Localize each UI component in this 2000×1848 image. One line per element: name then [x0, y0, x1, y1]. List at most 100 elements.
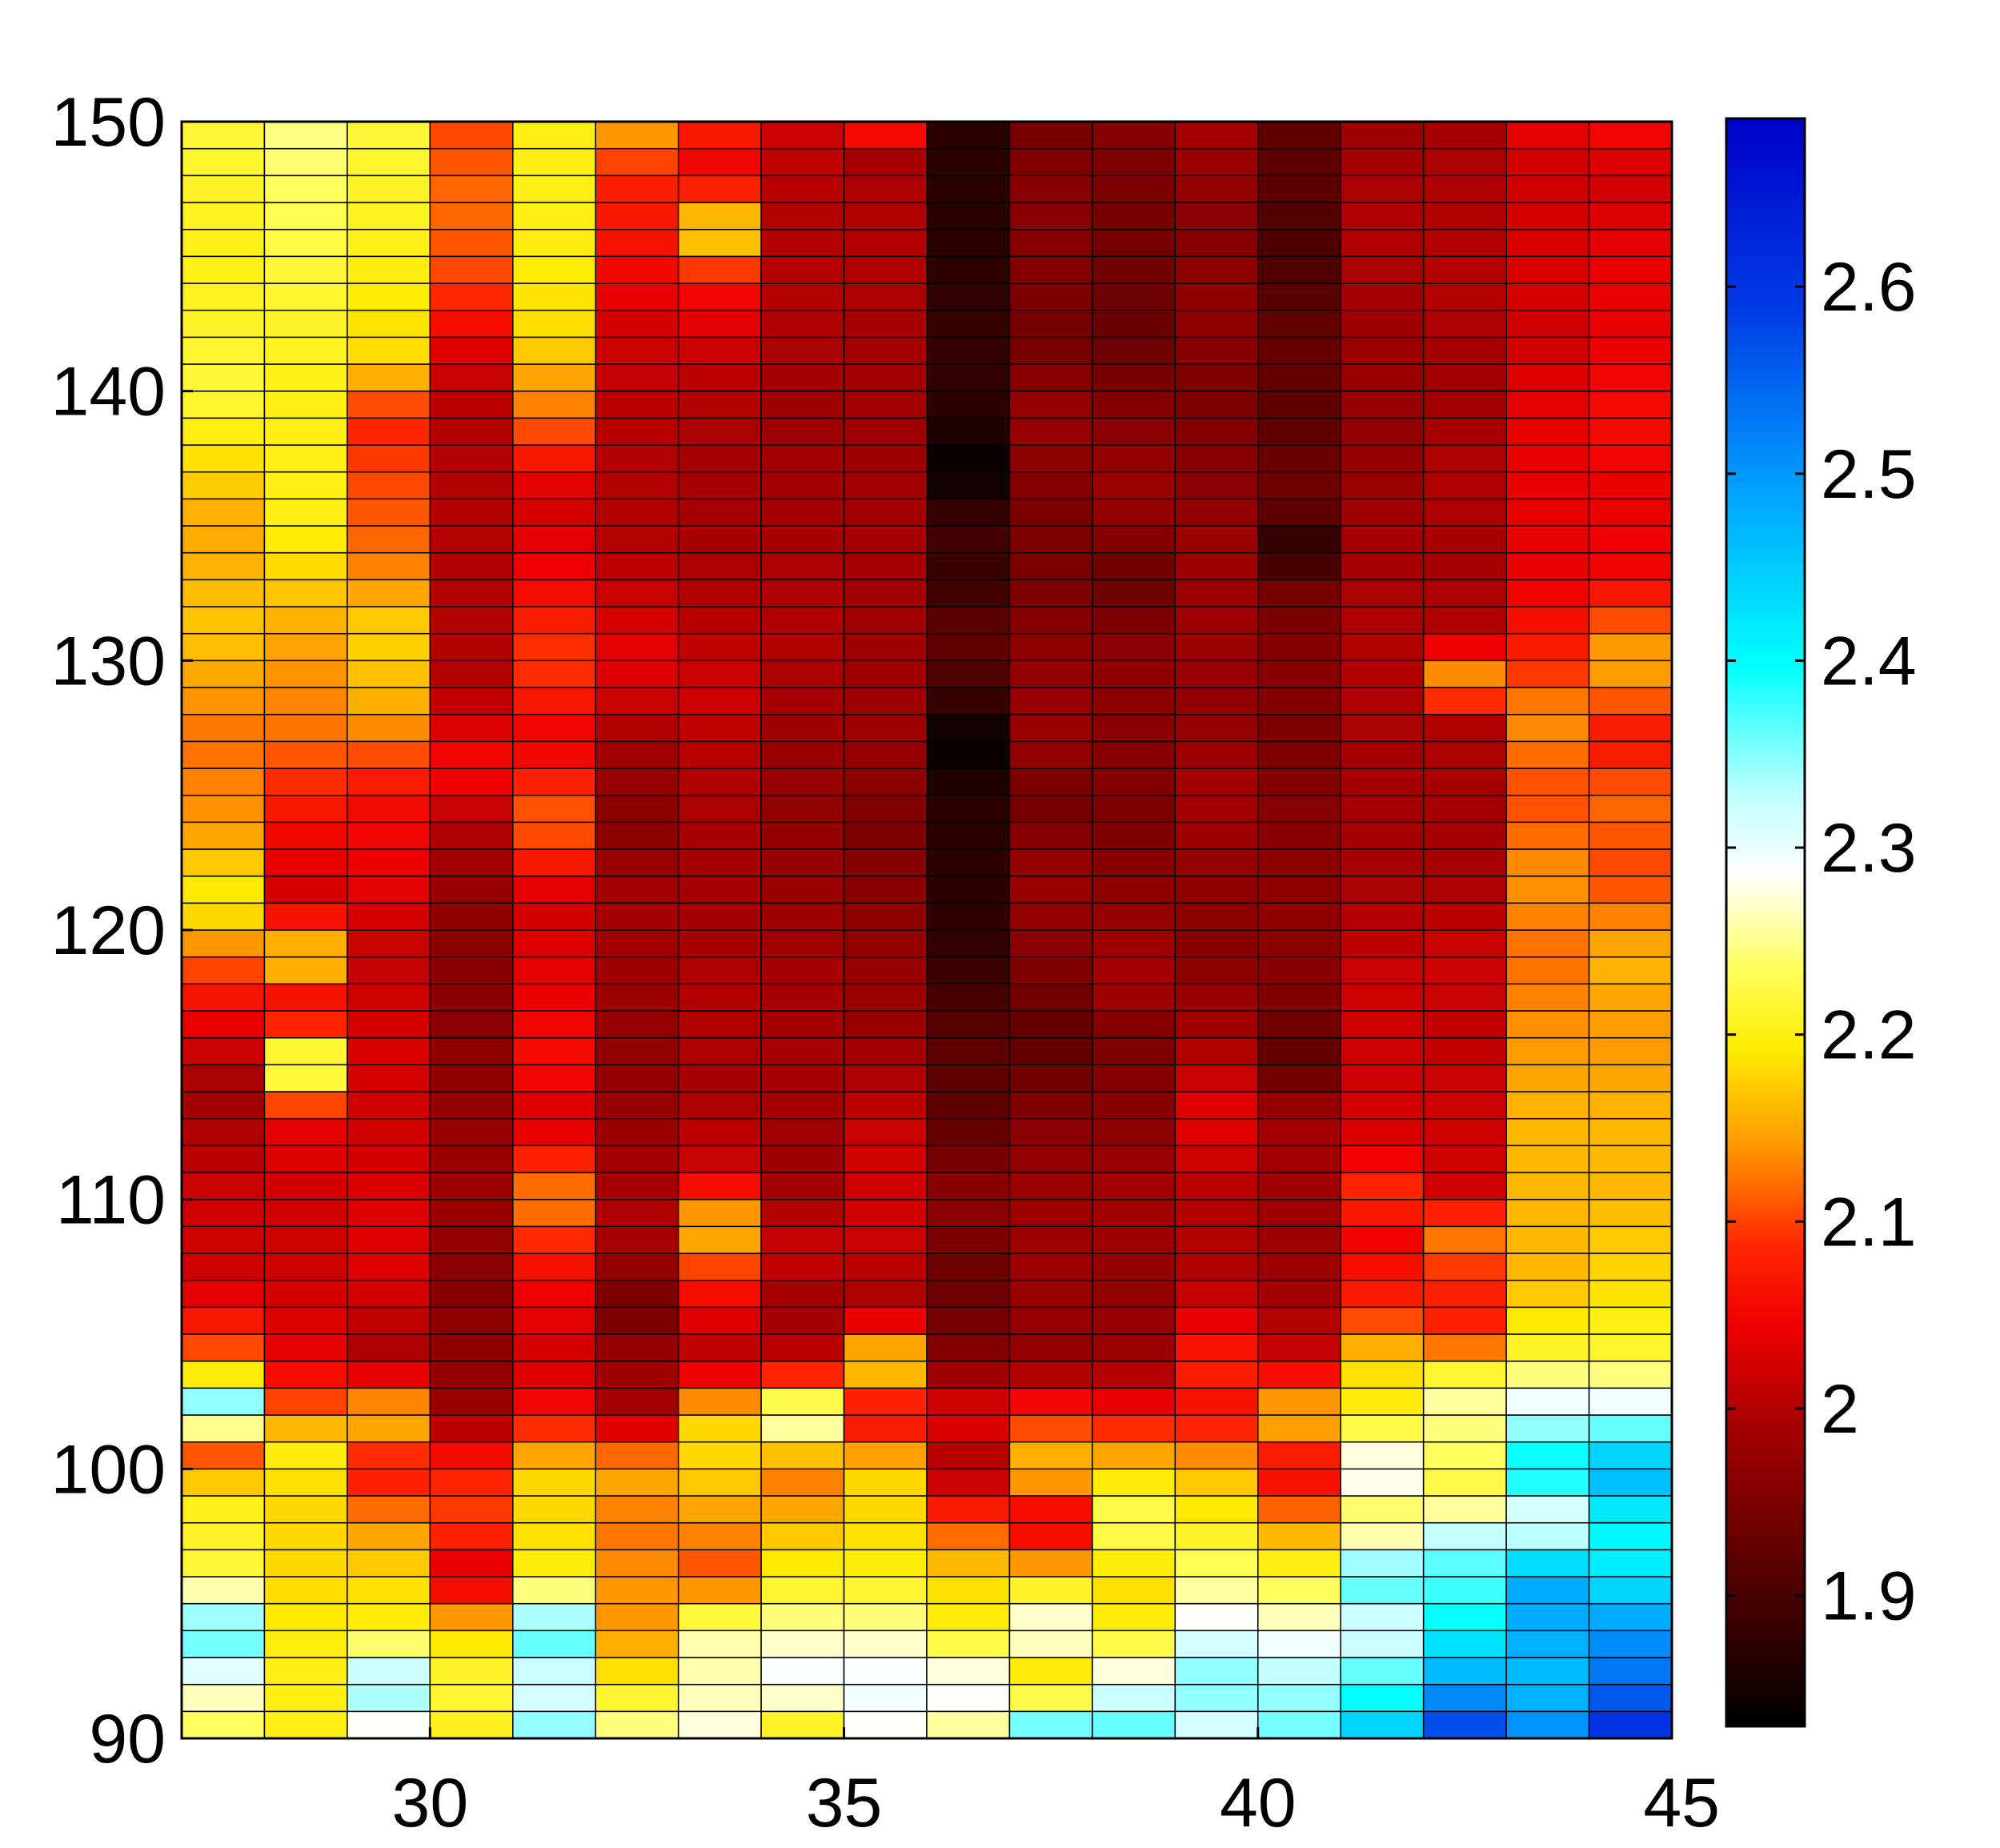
heatmap-cell [512, 821, 596, 850]
heatmap-cell [1422, 525, 1507, 554]
heatmap-cell [1008, 1279, 1093, 1309]
heatmap-cell [677, 1441, 762, 1470]
heatmap-cell [1340, 363, 1425, 392]
heatmap-cell [429, 606, 514, 635]
heatmap-cell [1505, 713, 1590, 743]
heatmap-cell [181, 1683, 266, 1713]
heatmap-cell [595, 1117, 679, 1147]
heatmap-cell [1588, 1495, 1673, 1524]
heatmap-cell [1008, 1064, 1093, 1092]
heatmap-cell [677, 525, 762, 554]
heatmap-cell [760, 1710, 845, 1739]
heatmap-cell [263, 471, 348, 500]
heatmap-cell [1257, 1657, 1341, 1686]
heatmap-cell [347, 471, 431, 500]
heatmap-cell [1422, 1576, 1507, 1605]
heatmap-cell [1257, 821, 1341, 850]
heatmap-cell [1174, 1576, 1259, 1605]
heatmap-cell [181, 551, 266, 581]
heatmap-cell [843, 1036, 928, 1066]
heatmap-cell [1422, 228, 1507, 258]
heatmap-cell [843, 1710, 928, 1739]
heatmap-cell [181, 1091, 266, 1120]
heatmap-cell [1422, 309, 1507, 339]
heatmap-cell [595, 1333, 679, 1362]
heatmap-cell [1092, 956, 1176, 985]
heatmap-cell [347, 1360, 431, 1389]
heatmap-cell [677, 1036, 762, 1066]
heatmap-cell [843, 579, 928, 607]
heatmap-cell [347, 579, 431, 607]
heatmap-cell [1008, 713, 1093, 743]
colorbar-tick-label: 2.3 [1821, 810, 1917, 887]
heatmap-cell [926, 687, 1011, 716]
heatmap-cell [1340, 1279, 1425, 1309]
heatmap-cell [595, 202, 679, 230]
heatmap-cell [512, 283, 596, 311]
heatmap-cell [1340, 606, 1425, 635]
heatmap-cell [347, 1521, 431, 1551]
heatmap-cell [181, 1253, 266, 1281]
heatmap-cell [1257, 498, 1341, 527]
heatmap-cell [1008, 875, 1093, 904]
heatmap-cell [1422, 875, 1507, 904]
heatmap-cell [1422, 1521, 1507, 1551]
heatmap-cell [1505, 390, 1590, 419]
heatmap-cell [181, 1495, 266, 1524]
heatmap-cell [1008, 1710, 1093, 1739]
heatmap-cell [1340, 848, 1425, 877]
heatmap-cell [1588, 147, 1673, 177]
heatmap-cell [429, 498, 514, 527]
heatmap-cell [512, 471, 596, 500]
heatmap-cell [595, 551, 679, 581]
heatmap-cell [263, 1657, 348, 1686]
heatmap-cell [1505, 606, 1590, 635]
heatmap-cell [181, 1441, 266, 1470]
heatmap-cell [181, 1414, 266, 1443]
heatmap-cell [677, 1360, 762, 1389]
heatmap-cell [347, 417, 431, 446]
heatmap-cell [760, 983, 845, 1012]
heatmap-cell [926, 1198, 1011, 1228]
heatmap-cell [843, 1333, 928, 1362]
heatmap-cell [843, 1064, 928, 1092]
heatmap-cell [677, 1198, 762, 1228]
heatmap-cell [1257, 1495, 1341, 1524]
heatmap-cell [677, 902, 762, 931]
heatmap-cell [1008, 1387, 1093, 1416]
heatmap-cell [677, 174, 762, 203]
heatmap-cell [1257, 1387, 1341, 1416]
heatmap-cell [760, 848, 845, 877]
heatmap-cell [429, 1279, 514, 1309]
heatmap-cell [181, 1657, 266, 1686]
heatmap-cell [1174, 848, 1259, 877]
heatmap-cell [1092, 821, 1176, 850]
heatmap-cell [1174, 606, 1259, 635]
heatmap-cell [677, 498, 762, 527]
heatmap-cell [1174, 821, 1259, 850]
heatmap-cell [1422, 255, 1507, 284]
heatmap-cell [1092, 1387, 1176, 1416]
heatmap-cell [263, 1549, 348, 1577]
heatmap-cell [1092, 202, 1176, 230]
heatmap-cell [1422, 740, 1507, 769]
heatmap-cell [843, 794, 928, 824]
heatmap-cell [1422, 659, 1507, 688]
heatmap-cell [1008, 283, 1093, 311]
heatmap-cell [429, 659, 514, 688]
heatmap-cell [512, 1225, 596, 1254]
heatmap-cell [595, 417, 679, 446]
heatmap-cell [926, 740, 1011, 769]
heatmap-cell [1092, 174, 1176, 203]
heatmap-cell [1092, 1036, 1176, 1066]
heatmap-cell [1174, 336, 1259, 365]
heatmap-cell [181, 1010, 266, 1039]
heatmap-cell [1174, 579, 1259, 607]
heatmap-cell [347, 848, 431, 877]
heatmap-cell [595, 1683, 679, 1713]
heatmap-cell [1008, 579, 1093, 607]
heatmap-cell [843, 255, 928, 284]
heatmap-cell [347, 202, 431, 230]
heatmap-cell [1505, 1360, 1590, 1389]
